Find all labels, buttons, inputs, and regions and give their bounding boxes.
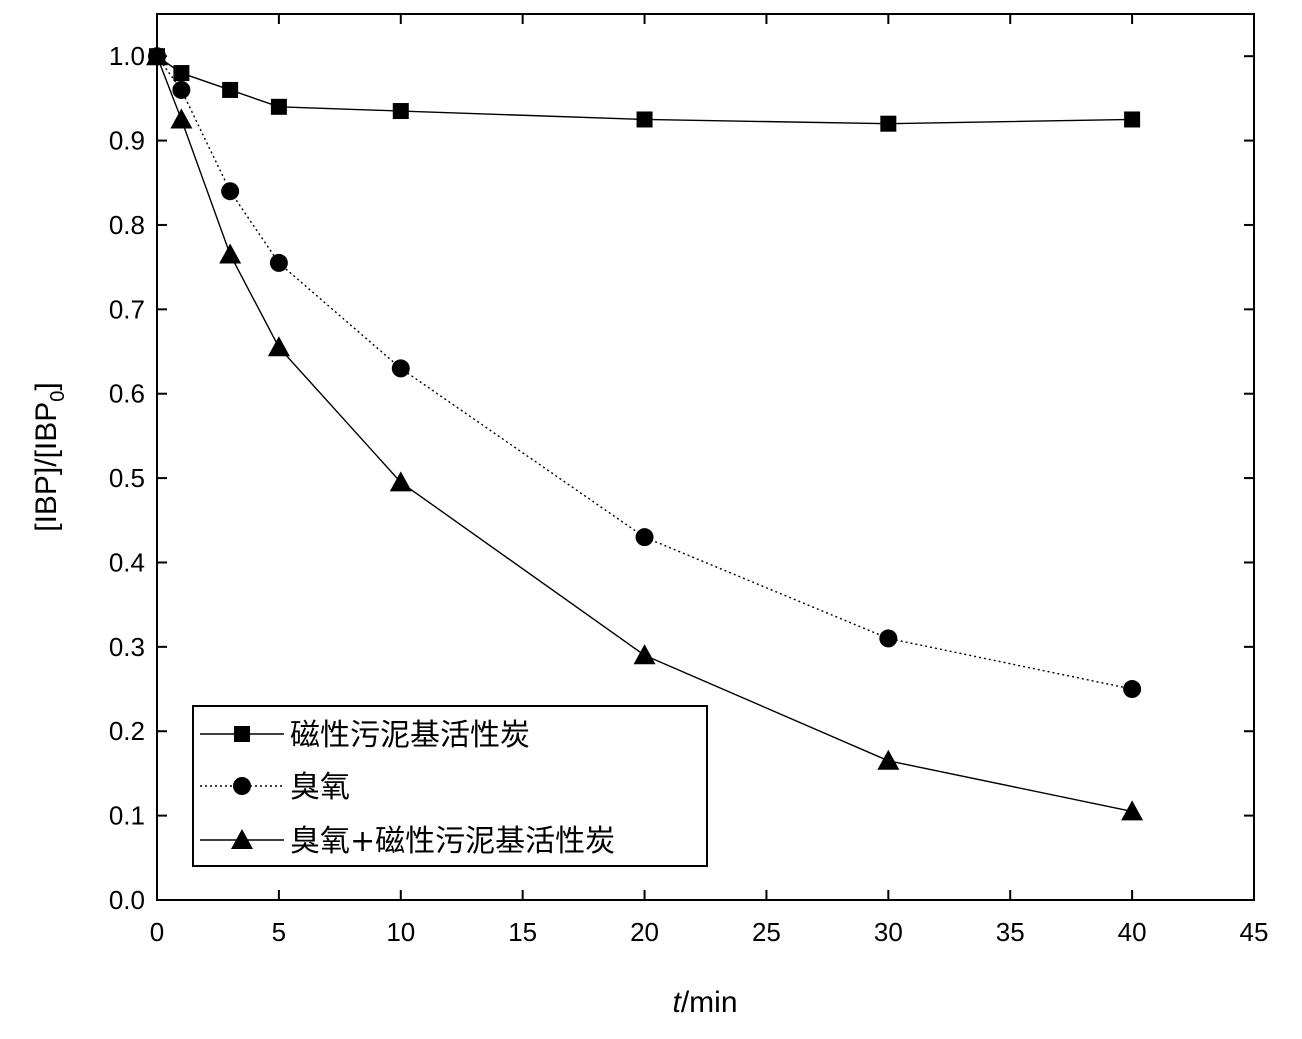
data-point-triangle xyxy=(267,336,290,357)
data-point-square xyxy=(173,65,190,82)
x-tick-label: 5 xyxy=(272,917,286,947)
data-point-circle xyxy=(391,359,410,378)
x-tick-label: 25 xyxy=(752,917,781,947)
y-tick-label: 0.5 xyxy=(109,463,145,493)
y-tick-label: 0.6 xyxy=(109,379,145,409)
data-point-circle xyxy=(172,80,191,99)
x-tick-label: 35 xyxy=(996,917,1025,947)
y-tick-label: 0.4 xyxy=(109,547,145,577)
data-point-triangle xyxy=(877,749,900,770)
x-tick-label: 0 xyxy=(150,917,164,947)
series-line-circle xyxy=(156,55,1133,690)
x-tick-label: 45 xyxy=(1240,917,1269,947)
series-line-triangle xyxy=(156,55,1133,813)
legend-marker-triangle xyxy=(231,829,253,849)
legend-label-circle: 臭氧 xyxy=(290,770,350,805)
data-point-square xyxy=(1124,111,1141,128)
y-tick-label: 0.0 xyxy=(109,885,145,915)
series-circle xyxy=(148,47,1142,699)
legend-marker-square xyxy=(234,726,250,742)
data-point-square xyxy=(270,98,287,115)
legend-marker-circle xyxy=(233,777,251,795)
x-axis-title-italic: t xyxy=(672,986,682,1019)
data-point-triangle xyxy=(389,471,412,492)
data-point-square xyxy=(636,111,653,128)
y-tick-label: 0.9 xyxy=(109,126,145,156)
y-axis-title-close: ] xyxy=(30,382,63,390)
x-tick-label: 15 xyxy=(508,917,537,947)
plot-frame xyxy=(156,13,1255,901)
y-tick-label: 0.8 xyxy=(109,210,145,240)
data-point-circle xyxy=(1123,680,1142,699)
x-tick-label: 20 xyxy=(630,917,659,947)
x-tick-label: 40 xyxy=(1118,917,1147,947)
x-axis-title: t/min xyxy=(672,986,737,1019)
data-point-circle xyxy=(221,182,240,201)
series-square xyxy=(149,48,1141,132)
axes: 0 5 10 15 20 25 30 35 40 45 0.0 0.1 0.2 0.3 0.4 0.5 0.6 0… xyxy=(109,14,1269,947)
data-point-square xyxy=(880,115,897,132)
data-point-triangle xyxy=(146,45,168,66)
y-tick-label: 0.7 xyxy=(109,294,145,324)
data-point-triangle xyxy=(219,243,242,264)
legend-label-square: 磁性污泥基活性炭 xyxy=(290,718,530,753)
data-point-circle xyxy=(879,629,898,648)
y-tick-label: 0.1 xyxy=(109,801,145,831)
x-tick-label: 10 xyxy=(386,917,415,947)
series-layer xyxy=(146,45,1144,821)
data-point-square xyxy=(222,81,239,98)
y-tick-label: 1.0 xyxy=(109,41,145,71)
data-point-triangle xyxy=(633,644,656,665)
legend-label-triangle: 臭氧+磁性污泥基活性炭 xyxy=(290,824,615,859)
y-tick-label: 0.2 xyxy=(109,716,145,746)
data-point-circle xyxy=(269,253,288,272)
series-line-square xyxy=(156,55,1133,125)
x-tick-label: 30 xyxy=(874,917,903,947)
x-axis-title-unit: /min xyxy=(681,986,738,1019)
data-point-square xyxy=(392,103,409,120)
y-axis-title-main: [IBP]/[IBP xyxy=(30,402,63,532)
y-tick-label: 0.3 xyxy=(109,632,145,662)
data-point-triangle xyxy=(170,108,193,129)
series-triangle xyxy=(146,45,1144,821)
y-axis-title-subscript: 0 xyxy=(47,391,69,402)
data-point-circle xyxy=(635,528,654,547)
y-axis-title: [IBP]/[IBP0] xyxy=(30,382,69,532)
data-point-triangle xyxy=(1121,800,1144,821)
